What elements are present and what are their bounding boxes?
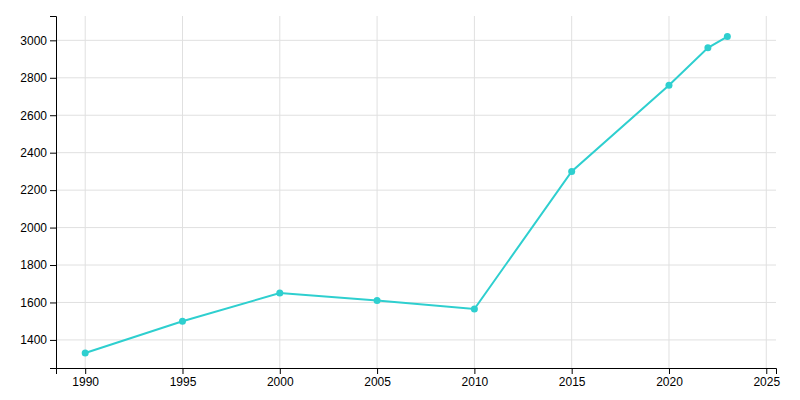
tick-mark — [50, 228, 56, 229]
grid-line — [474, 16, 475, 368]
tick: 2400 — [20, 146, 56, 160]
grid-line — [668, 16, 669, 368]
tick-label: 2020 — [656, 375, 683, 389]
plot: 1990 1995 2000 2005 2010 2015 2020 2025 1400 1600… — [20, 16, 780, 389]
tick-label: 2015 — [559, 375, 586, 389]
tick: 1990 — [72, 368, 99, 389]
tick-mark — [50, 115, 56, 116]
grid-line — [56, 302, 776, 303]
tick: 2000 — [20, 221, 56, 235]
grid-line — [56, 40, 776, 41]
tick: 2025 — [753, 368, 780, 389]
grid-line — [56, 265, 776, 266]
point — [82, 350, 89, 357]
tick: 2015 — [559, 368, 586, 389]
tick-label: 1995 — [170, 375, 197, 389]
tick-label: 2025 — [753, 375, 780, 389]
tick-label: 1400 — [20, 333, 47, 347]
point — [568, 168, 575, 175]
grid-line — [56, 77, 776, 78]
tick: 2020 — [656, 368, 683, 389]
tick-mark — [766, 368, 767, 374]
grid-line — [279, 16, 280, 368]
y-axis: 1400 1600 1800 2000 2200 2400 2600 2800 3000 — [20, 17, 56, 369]
grid-line — [571, 16, 572, 368]
grid-line — [377, 16, 378, 368]
tick-mark — [50, 265, 56, 266]
tick-mark — [572, 368, 573, 374]
tick-mark — [669, 368, 670, 374]
axis-line — [57, 369, 777, 375]
tick-label: 1800 — [20, 258, 47, 272]
tick: 2800 — [20, 71, 56, 85]
tick: 3000 — [20, 34, 56, 48]
point — [471, 306, 478, 313]
tick: 1400 — [20, 333, 56, 347]
tick-label: 1990 — [72, 375, 99, 389]
tick-label: 1600 — [20, 296, 47, 310]
tick-mark — [50, 340, 56, 341]
grid-line — [56, 339, 776, 340]
tick-mark — [50, 302, 56, 303]
tick-label: 2005 — [364, 375, 391, 389]
point — [276, 290, 283, 297]
tick: 1800 — [20, 258, 56, 272]
tick-label: 2600 — [20, 109, 47, 123]
tick-mark — [474, 368, 475, 374]
tick-mark — [50, 190, 56, 191]
tick-label: 2400 — [20, 146, 47, 160]
grid-line — [85, 16, 86, 368]
point — [665, 82, 672, 89]
tick: 1995 — [170, 368, 197, 389]
chart: 1990 1995 2000 2005 2010 2015 2020 2025 1400 1600… — [0, 0, 800, 400]
grid-line — [766, 16, 767, 368]
grid — [56, 16, 776, 368]
tick: 2200 — [20, 183, 56, 197]
point — [724, 33, 731, 40]
tick-mark — [50, 153, 56, 154]
tick-label: 3000 — [20, 34, 47, 48]
line — [85, 37, 727, 353]
grid-line — [56, 190, 776, 191]
tick: 2005 — [364, 368, 391, 389]
grid-line — [182, 16, 183, 368]
tick-label: 2800 — [20, 71, 47, 85]
tick-label: 2010 — [462, 375, 489, 389]
tick: 1600 — [20, 296, 56, 310]
x-axis: 1990 1995 2000 2005 2010 2015 2020 2025 — [57, 368, 781, 389]
marks — [82, 33, 731, 356]
tick-label: 2200 — [20, 183, 47, 197]
tick-mark — [280, 368, 281, 374]
grid-line — [56, 227, 776, 228]
tick-mark — [50, 78, 56, 79]
tick: 2600 — [20, 109, 56, 123]
point — [704, 44, 711, 51]
axis-line — [50, 17, 57, 369]
tick-mark — [182, 368, 183, 374]
tick-mark — [85, 368, 86, 374]
tick: 2000 — [267, 368, 294, 389]
tick-label: 2000 — [20, 221, 47, 235]
point — [374, 297, 381, 304]
grid-line — [56, 115, 776, 116]
tick-label: 2000 — [267, 375, 294, 389]
point — [179, 318, 186, 325]
tick-mark — [50, 40, 56, 41]
tick-mark — [377, 368, 378, 374]
grid-line — [56, 152, 776, 153]
tick: 2010 — [462, 368, 489, 389]
